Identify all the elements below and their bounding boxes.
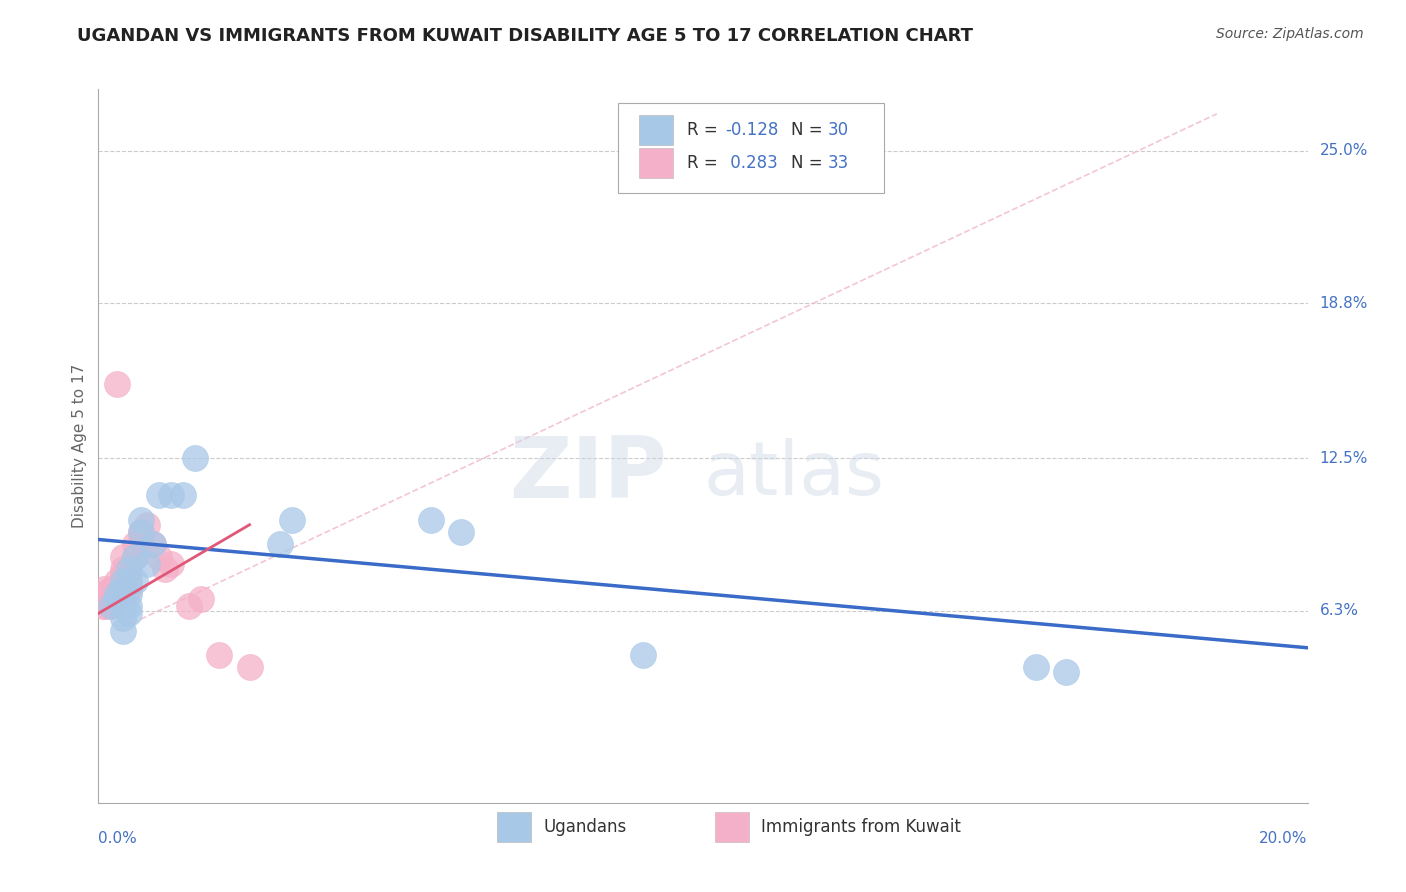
Point xyxy=(124,549,146,564)
Text: 20.0%: 20.0% xyxy=(1260,831,1308,847)
Point xyxy=(100,599,122,613)
Point xyxy=(111,624,134,638)
Text: 33: 33 xyxy=(828,153,849,171)
Point xyxy=(118,574,141,589)
Text: Source: ZipAtlas.com: Source: ZipAtlas.com xyxy=(1216,27,1364,41)
Point xyxy=(142,537,165,551)
Point xyxy=(93,591,115,606)
Point xyxy=(93,587,115,601)
Point xyxy=(118,607,141,621)
Point xyxy=(148,549,170,564)
Point xyxy=(631,648,654,662)
Text: ZIP: ZIP xyxy=(509,433,666,516)
Point xyxy=(93,599,115,613)
FancyBboxPatch shape xyxy=(638,115,673,145)
Text: 25.0%: 25.0% xyxy=(1320,144,1368,158)
Point xyxy=(118,574,141,589)
Point xyxy=(420,513,443,527)
Point xyxy=(135,517,157,532)
Point xyxy=(129,533,152,547)
Text: R =: R = xyxy=(688,153,723,171)
Point xyxy=(1054,665,1077,680)
Point xyxy=(105,377,128,392)
Point xyxy=(148,488,170,502)
Point xyxy=(184,451,207,466)
FancyBboxPatch shape xyxy=(716,812,749,842)
Text: 30: 30 xyxy=(828,121,849,139)
Point xyxy=(93,582,115,596)
Point xyxy=(1024,660,1046,674)
Point xyxy=(129,513,152,527)
Point xyxy=(105,582,128,596)
Point xyxy=(105,587,128,601)
Text: 6.3%: 6.3% xyxy=(1320,603,1358,618)
Point xyxy=(172,488,194,502)
Text: atlas: atlas xyxy=(703,438,884,511)
Point xyxy=(160,557,183,571)
Point xyxy=(105,591,128,606)
Point xyxy=(208,648,231,662)
Text: Immigrants from Kuwait: Immigrants from Kuwait xyxy=(761,818,960,836)
Text: Ugandans: Ugandans xyxy=(543,818,627,836)
Point xyxy=(100,591,122,606)
Y-axis label: Disability Age 5 to 17: Disability Age 5 to 17 xyxy=(72,364,87,528)
Point xyxy=(100,597,122,611)
Point xyxy=(118,582,141,596)
Point xyxy=(105,587,128,601)
Text: 12.5%: 12.5% xyxy=(1320,450,1368,466)
Point xyxy=(124,574,146,589)
Point xyxy=(118,587,141,601)
Text: N =: N = xyxy=(792,153,828,171)
FancyBboxPatch shape xyxy=(498,812,531,842)
Point xyxy=(142,537,165,551)
Point xyxy=(450,525,472,540)
Text: 0.283: 0.283 xyxy=(724,153,778,171)
Point xyxy=(160,488,183,502)
Point xyxy=(100,582,122,596)
Point xyxy=(118,562,141,576)
Point xyxy=(111,566,134,581)
Point xyxy=(124,549,146,564)
Text: UGANDAN VS IMMIGRANTS FROM KUWAIT DISABILITY AGE 5 TO 17 CORRELATION CHART: UGANDAN VS IMMIGRANTS FROM KUWAIT DISABI… xyxy=(77,27,973,45)
Point xyxy=(111,562,134,576)
Point xyxy=(93,599,115,613)
Point xyxy=(179,599,201,613)
Point xyxy=(111,549,134,564)
Point xyxy=(105,591,128,606)
Point xyxy=(281,513,304,527)
Text: -0.128: -0.128 xyxy=(724,121,778,139)
Point xyxy=(129,525,152,540)
Text: N =: N = xyxy=(792,121,828,139)
Point xyxy=(135,557,157,571)
Point xyxy=(239,660,262,674)
Text: 18.8%: 18.8% xyxy=(1320,296,1368,310)
Point xyxy=(153,562,176,576)
Text: R =: R = xyxy=(688,121,723,139)
Point xyxy=(129,525,152,540)
Point xyxy=(100,599,122,613)
Point xyxy=(100,587,122,601)
Text: 0.0%: 0.0% xyxy=(98,831,138,847)
Point xyxy=(111,599,134,613)
Point xyxy=(190,591,212,606)
Point xyxy=(111,611,134,625)
Point xyxy=(111,582,134,596)
Point xyxy=(111,574,134,589)
FancyBboxPatch shape xyxy=(638,148,673,178)
Point xyxy=(269,537,291,551)
FancyBboxPatch shape xyxy=(619,103,884,193)
Point xyxy=(105,574,128,589)
Point xyxy=(118,599,141,613)
Point xyxy=(124,537,146,551)
